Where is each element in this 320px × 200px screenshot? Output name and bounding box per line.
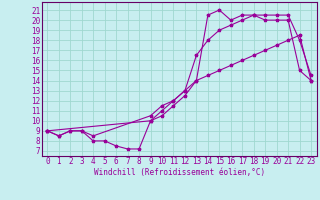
X-axis label: Windchill (Refroidissement éolien,°C): Windchill (Refroidissement éolien,°C) [94,168,265,177]
